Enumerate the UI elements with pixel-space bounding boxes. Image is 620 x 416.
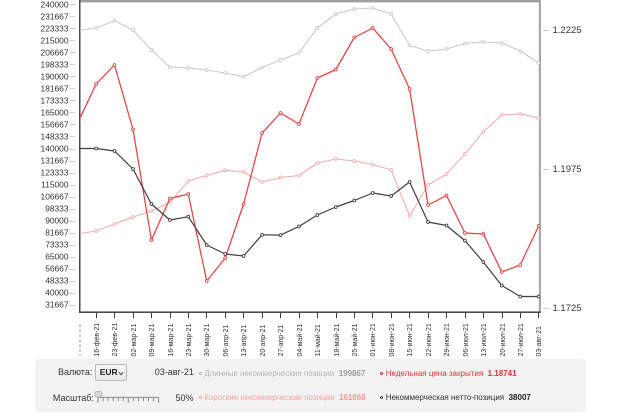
- svg-text:20-июл-21: 20-июл-21: [500, 323, 507, 356]
- svg-text:206667: 206667: [41, 47, 69, 57]
- svg-text:02-мар-21: 02-мар-21: [131, 324, 138, 357]
- svg-text:01-июн-21: 01-июн-21: [370, 323, 377, 356]
- svg-text:23-фев-21: 23-фев-21: [112, 323, 119, 357]
- svg-text:40000: 40000: [45, 288, 69, 298]
- svg-text:115000: 115000: [41, 180, 69, 190]
- svg-text:165000: 165000: [41, 108, 69, 118]
- svg-text:23-мар-21: 23-мар-21: [186, 324, 193, 357]
- svg-text:98333: 98333: [45, 204, 69, 214]
- svg-text:06-июл-21: 06-июл-21: [463, 323, 470, 356]
- svg-text:198333: 198333: [41, 59, 69, 69]
- svg-text:15-июн-21: 15-июн-21: [407, 323, 414, 356]
- svg-text:56667: 56667: [45, 264, 69, 274]
- svg-text:25-май-21: 25-май-21: [351, 324, 359, 357]
- svg-text:16-мар-21: 16-мар-21: [168, 324, 175, 357]
- svg-text:27-июл-21: 27-июл-21: [518, 323, 525, 356]
- svg-text:11-май-21: 11-май-21: [314, 324, 322, 356]
- svg-text:181667: 181667: [41, 84, 69, 94]
- svg-text:04-май-21: 04-май-21: [296, 324, 304, 357]
- svg-text:231667: 231667: [41, 11, 69, 21]
- svg-text:30-мар-21: 30-мар-21: [204, 324, 211, 357]
- svg-text:140000: 140000: [41, 144, 69, 154]
- svg-text:215000: 215000: [41, 35, 69, 45]
- svg-text:240000: 240000: [41, 0, 69, 9]
- svg-text:81667: 81667: [45, 228, 69, 238]
- svg-text:09-мар-21: 09-мар-21: [149, 324, 156, 357]
- svg-text:48333: 48333: [45, 276, 69, 286]
- svg-text:106667: 106667: [41, 192, 69, 202]
- svg-text:13-апр-21: 13-апр-21: [241, 325, 248, 357]
- svg-text:1.2225: 1.2225: [553, 25, 582, 36]
- svg-text:06-апр-21: 06-апр-21: [223, 325, 230, 357]
- svg-text:27-апр-21: 27-апр-21: [278, 325, 285, 357]
- svg-text:123333: 123333: [41, 168, 69, 178]
- svg-text:16-фев-21: 16-фев-21: [94, 323, 101, 357]
- svg-text:190000: 190000: [41, 72, 69, 82]
- svg-text:13-июл-21: 13-июл-21: [481, 323, 488, 356]
- svg-text:148333: 148333: [41, 132, 69, 142]
- svg-text:1.1975: 1.1975: [553, 164, 582, 175]
- svg-text:08-июн-21: 08-июн-21: [389, 323, 396, 356]
- svg-text:22-июн-21: 22-июн-21: [426, 323, 433, 356]
- svg-text:73333: 73333: [45, 240, 69, 250]
- svg-text:223333: 223333: [41, 23, 69, 33]
- svg-text:65000: 65000: [45, 252, 69, 262]
- svg-text:173333: 173333: [41, 96, 69, 106]
- svg-text:131667: 131667: [41, 156, 69, 166]
- svg-text:18-май-21: 18-май-21: [333, 324, 341, 357]
- svg-text:03-авг-21: 03-авг-21: [536, 326, 543, 357]
- svg-text:1.1725: 1.1725: [553, 303, 582, 314]
- svg-text:29-июн-21: 29-июн-21: [444, 323, 451, 356]
- svg-text:20-апр-21: 20-апр-21: [260, 325, 267, 357]
- svg-text:31667: 31667: [45, 300, 69, 310]
- svg-text:90000: 90000: [45, 216, 69, 226]
- svg-text:156667: 156667: [41, 120, 69, 130]
